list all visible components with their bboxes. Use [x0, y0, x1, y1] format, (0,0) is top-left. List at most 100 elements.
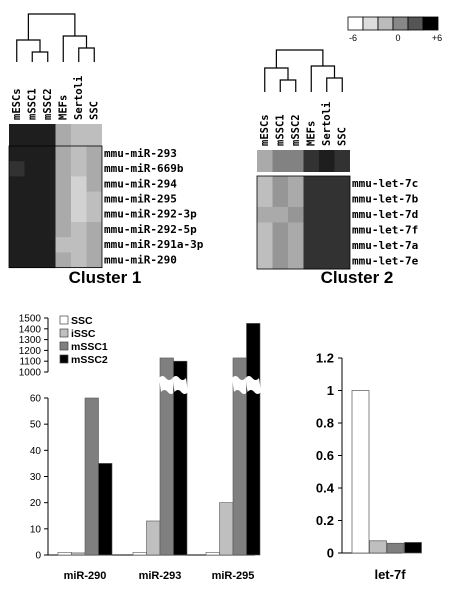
heatmap-cell — [71, 191, 87, 208]
y-tick-label: 60 — [30, 394, 42, 405]
heatmap-cell — [24, 206, 40, 223]
heatmap-cell — [55, 237, 71, 253]
x-label-mir-295: miR-295 — [212, 570, 255, 582]
heatmap-cell — [319, 207, 335, 223]
heatmap-cell — [86, 252, 102, 269]
heatmap-cell — [319, 238, 335, 254]
scale-swatch-4 — [407, 16, 424, 31]
bar-issc-mir-295 — [219, 502, 234, 556]
summary-cell — [40, 124, 56, 146]
heatmap-cell — [86, 237, 102, 253]
heatmap-cell — [24, 191, 40, 208]
dendro1-link — [78, 47, 95, 62]
dendro1-link — [27, 13, 76, 40]
heatmap-cell — [319, 191, 335, 208]
heatmap-cell — [288, 238, 304, 254]
legend-swatch-mssc2 — [59, 354, 69, 364]
heatmap-cell — [257, 191, 273, 208]
heatmap-cell — [71, 222, 87, 238]
scale-min-label: -6 — [349, 33, 357, 43]
heatmap-cell — [86, 176, 102, 193]
heatmap-cell — [9, 176, 25, 193]
heatmap-cell — [86, 222, 102, 238]
scale-swatch-3 — [392, 16, 409, 31]
bar-ssc-let-7f — [351, 390, 370, 554]
y-tick-label: 0 — [35, 551, 41, 562]
row-label-mmu-let-7d: mmu-let-7d — [352, 208, 418, 221]
x-label-mir-293: miR-293 — [139, 570, 182, 582]
heatmap-cell — [9, 222, 25, 238]
y-tick-label: 30 — [30, 472, 42, 483]
bar-mssc2-mir-293 — [173, 360, 188, 556]
heatmap-cell — [303, 222, 319, 239]
axis-break-gap — [159, 376, 175, 394]
summary-cell — [9, 124, 25, 146]
row-label-mmu-let-7f: mmu-let-7f — [352, 224, 418, 237]
y-tick-label: 1.2 — [316, 351, 334, 366]
x-label-let-7f: let-7f — [374, 567, 406, 582]
heatmap-cell — [40, 222, 56, 238]
legend-label-mssc1: mSSC1 — [71, 341, 108, 353]
row-label-mmu-let-7b: mmu-let-7b — [352, 193, 419, 206]
heatmap-cell — [303, 191, 319, 208]
heatmap-cell — [334, 207, 350, 223]
heatmap-cell — [71, 176, 87, 193]
heatmap-cell — [288, 191, 304, 208]
column-label-mefs: MEFs — [306, 121, 318, 146]
column-label-ssc: SSC — [89, 101, 101, 120]
heatmap-cell — [9, 191, 25, 208]
summary-cell — [24, 124, 40, 146]
summary-cell — [288, 150, 304, 172]
row-label-mmu-mir-293: mmu-miR-293 — [104, 147, 177, 160]
heatmap-cell — [319, 176, 335, 192]
row-label-mmu-mir-290: mmu-miR-290 — [104, 253, 177, 266]
heatmap-cell — [303, 176, 319, 192]
y-tick-label: 1100 — [19, 357, 41, 368]
row-label-mmu-let-7c: mmu-let-7c — [352, 177, 418, 190]
heatmap-cell — [40, 161, 56, 177]
heatmap-cell — [24, 176, 40, 193]
heatmap-cell — [288, 176, 304, 192]
heatmap-cell — [334, 222, 350, 239]
y-tick-label: 0.6 — [316, 448, 334, 463]
legend-label-mssc2: mSSC2 — [71, 354, 108, 366]
y-tick-label: 50 — [30, 420, 42, 431]
column-label-mssc1: mSSC1 — [275, 114, 287, 146]
y-tick-label: 40 — [30, 446, 42, 457]
heatmap-cell — [86, 206, 102, 223]
heatmap-cell — [334, 253, 350, 270]
column-label-sertoli: Sertoli — [73, 76, 85, 120]
cluster2-column-labels: mESCs mSSC1 mSSC2 MEFs Sertoli SSC — [259, 102, 349, 146]
summary-cell — [319, 150, 335, 172]
heatmap-cell — [272, 207, 288, 223]
bar-mssc1-let-7f — [386, 542, 405, 554]
heatmap-cell — [319, 253, 335, 270]
scale-swatch-2 — [377, 16, 394, 31]
heatmap-cell — [55, 222, 71, 238]
heatmap-cell — [24, 146, 40, 162]
dendro1-link — [16, 39, 41, 62]
dendro2-link — [326, 77, 343, 92]
column-label-mescs: mESCs — [11, 88, 23, 120]
heatmap-cell — [71, 237, 87, 253]
column-label-sertoli: Sertoli — [321, 102, 333, 146]
cluster1-heatmap — [8, 124, 103, 269]
axis-break-gap — [232, 376, 248, 394]
heatmap-cell — [272, 253, 288, 270]
column-label-mssc2: mSSC2 — [290, 114, 302, 146]
heatmap-cell — [55, 176, 71, 193]
heatmap-cell — [40, 191, 56, 208]
heatmap-cell — [9, 237, 25, 253]
cluster1-title: Cluster 1 — [69, 268, 142, 287]
heatmap-cell — [71, 206, 87, 223]
row-label-mmu-let-7a: mmu-let-7a — [352, 239, 418, 252]
heatmap-cell — [257, 207, 273, 223]
heatmap-cell — [288, 253, 304, 270]
heatmap-cell — [40, 237, 56, 253]
cluster1-row-labels: mmu-miR-293 mmu-miR-669b mmu-miR-294 mmu-mi… — [104, 147, 204, 266]
heatmap-cell — [9, 161, 25, 177]
heatmap-cell — [288, 222, 304, 239]
bar-issc-mir-293 — [146, 520, 161, 556]
row-label-mmu-mir-291a-3p: mmu-miR-291a-3p — [104, 238, 204, 251]
